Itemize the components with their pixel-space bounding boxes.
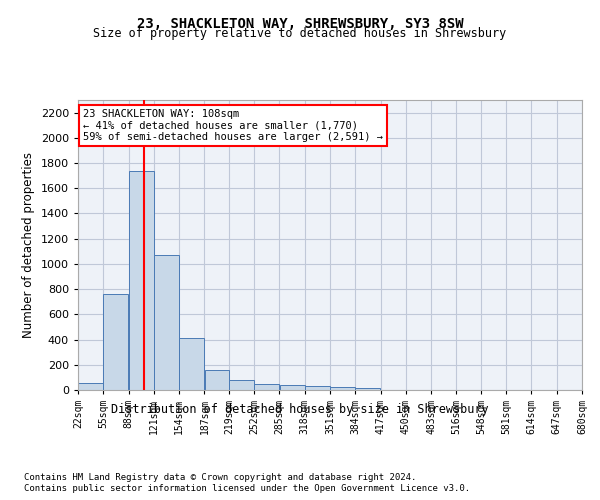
Text: 23 SHACKLETON WAY: 108sqm
← 41% of detached houses are smaller (1,770)
59% of se: 23 SHACKLETON WAY: 108sqm ← 41% of detac… (83, 108, 383, 142)
Bar (280, 385, 305, 390)
Bar (129, 170, 154, 390)
Bar (355, 388, 380, 390)
Text: Contains HM Land Registry data © Crown copyright and database right 2024.: Contains HM Land Registry data © Crown c… (24, 472, 416, 482)
Text: 23, SHACKLETON WAY, SHREWSBURY, SY3 8SW: 23, SHACKLETON WAY, SHREWSBURY, SY3 8SW (137, 18, 463, 32)
Bar (205, 370, 229, 390)
Bar (78, 383, 103, 390)
Bar (330, 388, 355, 390)
Text: Size of property relative to detached houses in Shrewsbury: Size of property relative to detached ho… (94, 28, 506, 40)
Bar (229, 380, 254, 390)
Text: Distribution of detached houses by size in Shrewsbury: Distribution of detached houses by size … (111, 402, 489, 415)
Bar (103, 294, 128, 390)
Bar (254, 384, 279, 390)
Bar (154, 255, 179, 390)
Bar (179, 338, 204, 390)
Bar (305, 386, 330, 390)
Text: Contains public sector information licensed under the Open Government Licence v3: Contains public sector information licen… (24, 484, 470, 493)
Y-axis label: Number of detached properties: Number of detached properties (22, 152, 35, 338)
